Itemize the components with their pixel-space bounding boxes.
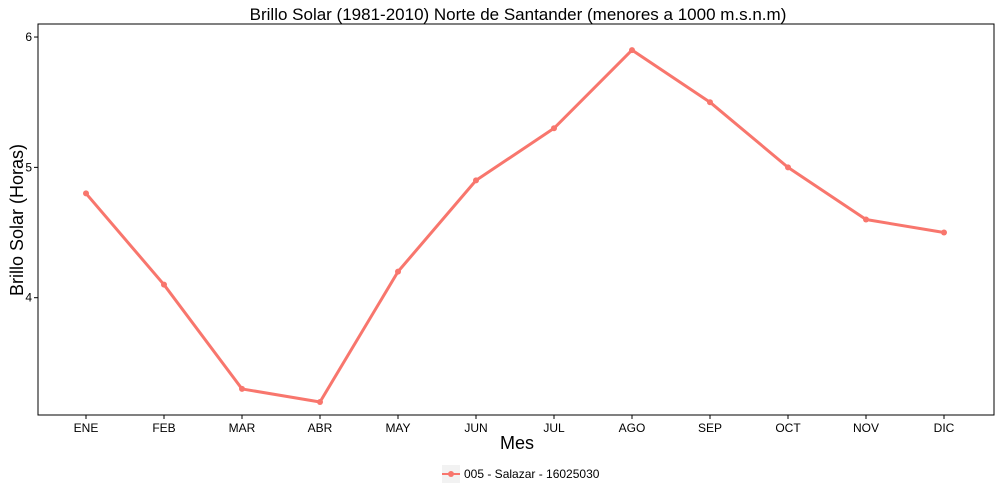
data-point-dic [941, 229, 947, 236]
data-point-ene [83, 190, 89, 197]
y-tick-label-2: 6 [25, 30, 32, 44]
legend: 005 - Salazar - 16025030 [442, 465, 600, 483]
data-point-feb [161, 281, 167, 288]
x-tick-label-abr: ABR [308, 421, 333, 435]
x-tick-label-sep: SEP [698, 421, 722, 435]
plot-panel [37, 23, 995, 416]
data-point-ago [629, 47, 635, 54]
data-point-may [395, 268, 401, 275]
chart-title: Brillo Solar (1981-2010) Norte de Santan… [250, 5, 787, 24]
data-point-oct [785, 164, 791, 171]
x-axis: ENE FEB MAR ABR MAY JUN JUL AGO SEP OCT NOV DIC [74, 415, 955, 435]
y-tick-label-0: 4 [25, 291, 32, 305]
x-tick-label-oct: OCT [775, 421, 801, 435]
legend-key-point [448, 471, 454, 477]
data-point-jun [473, 177, 479, 184]
data-point-sep [707, 99, 713, 106]
legend-label: 005 - Salazar - 16025030 [464, 467, 600, 481]
x-tick-label-mar: MAR [229, 421, 256, 435]
x-tick-label-ago: AGO [619, 421, 646, 435]
x-axis-title: Mes [500, 433, 534, 453]
data-point-nov [863, 216, 869, 223]
y-axis: 4 5 6 [25, 30, 38, 305]
y-axis-title: Brillo Solar (Horas) [7, 144, 27, 296]
x-tick-label-jul: JUL [543, 421, 565, 435]
series-layer [83, 47, 947, 405]
x-tick-label-ene: ENE [74, 421, 99, 435]
x-tick-label-may: MAY [385, 421, 410, 435]
series-line-0 [84, 48, 946, 404]
data-point-jul [551, 125, 557, 132]
x-tick-label-jun: JUN [464, 421, 487, 435]
x-tick-label-nov: NOV [853, 421, 879, 435]
y-tick-label-1: 5 [25, 160, 32, 174]
data-point-abr [317, 398, 323, 405]
x-tick-label-feb: FEB [152, 421, 175, 435]
data-point-mar [239, 385, 245, 392]
x-tick-label-dic: DIC [934, 421, 955, 435]
